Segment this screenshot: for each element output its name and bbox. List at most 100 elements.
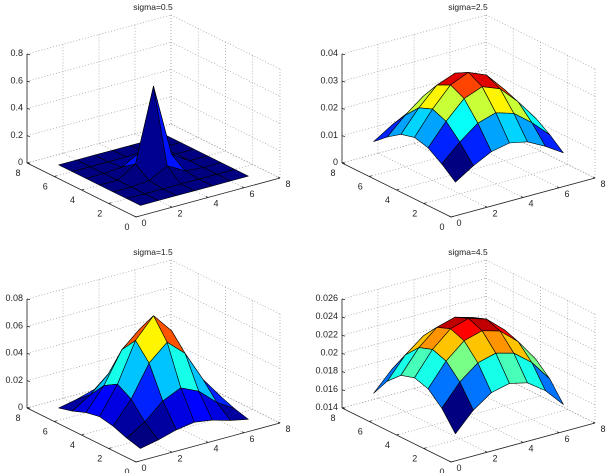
- z-tick-mark: [341, 135, 346, 137]
- wall-gridline-z: [341, 314, 487, 354]
- wall-gridline-z: [341, 41, 487, 82]
- floor-gridline-x: [377, 152, 488, 208]
- z-tick-mark: [26, 353, 31, 355]
- x-tick-label: 2: [492, 453, 497, 463]
- y-tick-label: 8: [330, 413, 335, 423]
- wall-gridline-z: [170, 314, 281, 369]
- surface: [58, 85, 249, 206]
- z-tick-label: 0.014: [315, 402, 338, 412]
- z-tick-mark: [26, 80, 31, 83]
- z-tick-label: 0.024: [315, 311, 338, 321]
- y-tick-mark: [135, 215, 139, 218]
- wall-gridline-z: [26, 368, 172, 409]
- y-tick-mark: [423, 202, 427, 204]
- z-tick-label: 0.018: [315, 366, 338, 376]
- z-tick-mark: [341, 53, 346, 56]
- axes: [341, 298, 596, 463]
- x-tick-mark: [448, 460, 452, 463]
- wall-gridline-z: [485, 123, 596, 179]
- z-tick-mark: [341, 108, 346, 110]
- wall-gridline-z: [26, 69, 172, 109]
- floor-gridline-y: [396, 150, 541, 191]
- y-tick-mark: [341, 161, 345, 164]
- x-tick-mark: [592, 421, 596, 424]
- wall-gridline-z: [485, 69, 596, 124]
- z-tick-mark: [26, 108, 31, 110]
- z-tick-label: 0.6: [10, 75, 23, 85]
- wall-gridline-z: [341, 259, 487, 300]
- y-tick-label: 6: [43, 427, 48, 437]
- z-tick-mark: [341, 80, 346, 83]
- floor-gridline-y: [54, 382, 199, 422]
- y-tick-mark: [369, 175, 372, 177]
- y-tick-mark: [396, 433, 400, 436]
- wall-gridline-z: [341, 295, 487, 336]
- wall-gridline-z: [341, 368, 487, 409]
- wall-gridline-z: [26, 96, 172, 137]
- floor-gridline-y: [81, 395, 226, 436]
- x-tick-mark: [556, 186, 560, 189]
- y-tick-mark: [26, 406, 30, 409]
- y-tick-label: 2: [412, 209, 417, 219]
- x-tick-label: 4: [528, 199, 533, 209]
- axes: [26, 298, 281, 463]
- x-tick-mark: [205, 196, 209, 198]
- wall-gridline-z: [485, 41, 596, 97]
- subplot-title: sigma=1.5: [133, 247, 173, 257]
- x-tick-mark: [448, 215, 452, 218]
- z-tick-label: 0: [18, 402, 23, 412]
- y-tick-mark: [54, 175, 57, 177]
- wall-gridline-z: [485, 368, 596, 424]
- y-tick-mark: [450, 215, 454, 218]
- x-tick-label: 4: [213, 199, 218, 209]
- surface-face: [126, 421, 159, 449]
- x-tick-label: 4: [213, 444, 218, 454]
- z-tick-label: 0.04: [320, 48, 338, 58]
- z-tick-mark: [26, 298, 31, 301]
- z-tick-label: 0.02: [320, 103, 338, 113]
- grid-lines: [26, 14, 281, 218]
- z-tick-label: 0.03: [320, 75, 338, 85]
- x-tick-mark: [277, 421, 281, 424]
- x-tick-mark: [556, 431, 560, 434]
- wall-gridline-z: [26, 341, 172, 382]
- z-tick-label: 0.01: [320, 130, 338, 140]
- y-tick-label: 4: [385, 195, 390, 205]
- y-tick-label: 0: [124, 467, 129, 473]
- y-tick-mark: [108, 202, 112, 204]
- wall-gridline-z: [26, 14, 172, 55]
- y-tick-label: 6: [43, 182, 48, 192]
- floor-gridline-y: [423, 164, 568, 204]
- wall-gridline-z: [485, 296, 596, 351]
- z-tick-mark: [341, 389, 346, 392]
- x-tick-mark: [169, 205, 173, 208]
- z-tick-label: 0.4: [10, 103, 23, 113]
- surface-face: [126, 193, 159, 206]
- y-tick-label: 6: [358, 182, 363, 192]
- wall-gridline-z: [341, 350, 487, 391]
- z-tick-mark: [26, 53, 31, 56]
- z-tick-mark: [341, 334, 346, 337]
- y-tick-label: 0: [439, 467, 444, 473]
- z-tick-label: 0.016: [315, 384, 338, 394]
- z-tick-mark: [341, 353, 346, 355]
- wall-gridline-z: [341, 123, 487, 164]
- z-tick-label: 0: [333, 157, 338, 167]
- x-tick-label: 2: [492, 208, 497, 218]
- z-tick-mark: [341, 316, 346, 319]
- x-tick-mark: [520, 441, 524, 443]
- z-tick-mark: [341, 298, 346, 301]
- wall-gridline-z: [170, 341, 281, 397]
- y-tick-mark: [135, 460, 139, 463]
- surface: [373, 316, 564, 435]
- y-tick-mark: [450, 460, 454, 463]
- x-tick-label: 0: [141, 463, 146, 473]
- wall-gridline-z: [26, 314, 172, 354]
- x-tick-label: 8: [285, 179, 290, 189]
- y-tick-label: 6: [358, 427, 363, 437]
- x-tick-label: 6: [249, 189, 254, 199]
- y-tick-label: 8: [330, 168, 335, 178]
